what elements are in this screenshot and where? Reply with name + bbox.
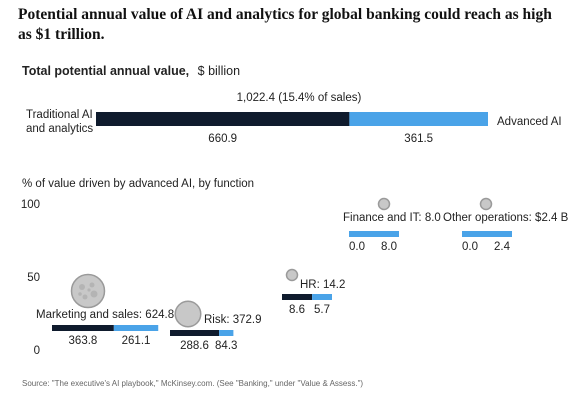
- function-point: Marketing and sales: 624.8 363.8 261.1: [36, 273, 174, 347]
- bubble-texture: [89, 282, 95, 288]
- traditional-value-label: 363.8: [69, 335, 98, 347]
- bubble-texture: [78, 292, 82, 296]
- total-section-title: Total potential annual value, $ billion: [22, 64, 240, 78]
- traditional-value-label: 0.0: [349, 241, 365, 253]
- function-label: Finance and IT: 8.0: [343, 212, 441, 224]
- function-label: Risk: 372.9: [204, 314, 262, 326]
- traditional-segment: [282, 294, 313, 300]
- bubble-texture: [79, 284, 85, 290]
- bubble-texture: [87, 288, 91, 292]
- bubble-texture: [82, 294, 88, 300]
- traditional-label-line1: Traditional AI: [26, 109, 93, 121]
- function-label: Marketing and sales: 624.8: [36, 309, 174, 321]
- y-axis: 0 50 100: [21, 199, 40, 357]
- function-label: HR: 14.2: [300, 279, 345, 291]
- advanced-value-label: 2.4: [494, 241, 511, 253]
- traditional-value-label: 0.0: [462, 241, 478, 253]
- headline: Potential annual value of AI and analyti…: [18, 6, 552, 43]
- value-bubble: [377, 197, 391, 211]
- advanced-segment: [113, 325, 159, 331]
- total-traditional-value: 660.9: [208, 133, 237, 145]
- function-points: Marketing and sales: 624.8 363.8 261.1 Risk…: [36, 197, 569, 352]
- total-value-label: 1,022.4 (15.4% of sales): [237, 92, 362, 104]
- source-note: Source: "The executive's AI playbook," M…: [22, 379, 363, 388]
- y-tick-label: 0: [34, 345, 40, 357]
- function-label: Other operations: $2.4 B: [443, 212, 569, 224]
- y-tick-label: 50: [27, 272, 40, 284]
- function-section-title: % of value driven by advanced AI, by fun…: [22, 178, 254, 190]
- advanced-label: Advanced AI: [497, 116, 562, 128]
- advanced-segment: [312, 294, 332, 300]
- traditional-segment: [170, 330, 220, 336]
- traditional-value-label: 8.6: [289, 304, 305, 316]
- function-point: Finance and IT: 8.0 0.0 8.0: [343, 197, 441, 253]
- function-point: Risk: 372.9 288.6 84.3: [170, 300, 262, 352]
- advanced-segment: [219, 330, 234, 336]
- total-traditional-bar: [96, 112, 350, 126]
- total-title: Total potential annual value,: [22, 64, 189, 78]
- value-bubble: [479, 197, 493, 211]
- traditional-segment: [52, 325, 114, 331]
- value-bubble: [174, 300, 202, 328]
- total-advanced-value: 361.5: [404, 133, 433, 145]
- function-point: HR: 14.2 8.6 5.7: [282, 268, 345, 316]
- y-tick-label: 100: [21, 199, 40, 211]
- total-advanced-bar: [349, 112, 488, 126]
- advanced-value-label: 8.0: [381, 241, 397, 253]
- advanced-value-label: 261.1: [122, 335, 151, 347]
- advanced-value-label: 84.3: [215, 340, 237, 352]
- traditional-label-line2: and analytics: [26, 123, 93, 135]
- advanced-segment: [462, 231, 512, 237]
- value-bubble: [285, 268, 299, 282]
- function-point: Other operations: $2.4 B 0.0 2.4: [443, 197, 569, 253]
- bubble-texture: [90, 290, 98, 298]
- advanced-value-label: 5.7: [314, 304, 330, 316]
- advanced-segment: [349, 231, 399, 237]
- total-unit: $ billion: [198, 64, 240, 78]
- traditional-value-label: 288.6: [180, 340, 209, 352]
